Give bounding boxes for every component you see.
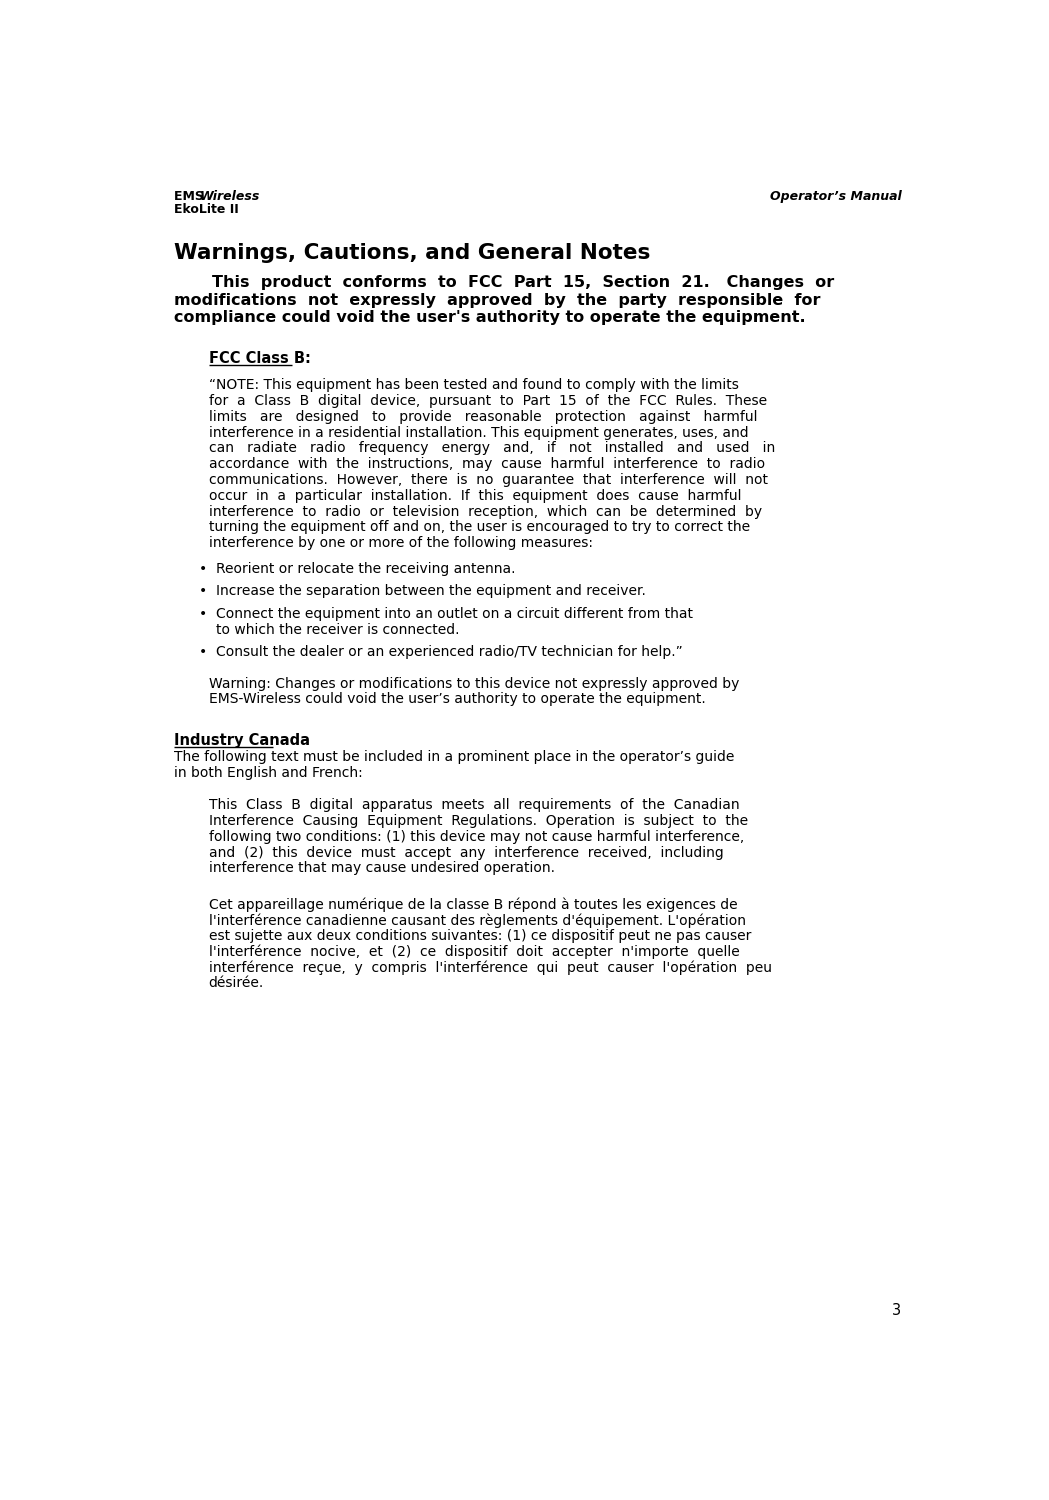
Text: Reorient or relocate the receiving antenna.: Reorient or relocate the receiving anten… — [216, 562, 516, 576]
Text: accordance  with  the  instructions,  may  cause  harmful  interference  to  rad: accordance with the instructions, may ca… — [209, 458, 765, 471]
Text: Interference  Causing  Equipment  Regulations.  Operation  is  subject  to  the: Interference Causing Equipment Regulatio… — [209, 815, 748, 828]
Text: Warnings, Cautions, and General Notes: Warnings, Cautions, and General Notes — [174, 243, 650, 262]
Text: FCC Class B:: FCC Class B: — [209, 351, 311, 366]
Text: 3: 3 — [893, 1304, 901, 1318]
Text: Wireless: Wireless — [199, 190, 260, 202]
Text: •: • — [199, 585, 208, 598]
Text: Operator’s Manual: Operator’s Manual — [770, 190, 901, 202]
Text: EMS: EMS — [174, 190, 208, 202]
Text: interference by one or more of the following measures:: interference by one or more of the follo… — [209, 536, 593, 550]
Text: limits   are   designed   to   provide   reasonable   protection   against   har: limits are designed to provide reasonabl… — [209, 410, 757, 424]
Text: désirée.: désirée. — [209, 976, 264, 990]
Text: Warning: Changes or modifications to this device not expressly approved by: Warning: Changes or modifications to thi… — [209, 676, 738, 690]
Text: interference that may cause undesired operation.: interference that may cause undesired op… — [209, 861, 555, 876]
Text: Increase the separation between the equipment and receiver.: Increase the separation between the equi… — [216, 585, 646, 598]
Text: Industry Canada: Industry Canada — [174, 734, 309, 748]
Text: occur  in  a  particular  installation.  If  this  equipment  does  cause  harmf: occur in a particular installation. If t… — [209, 489, 742, 502]
Text: •: • — [199, 606, 208, 621]
Text: interference  to  radio  or  television  reception,  which  can  be  determined : interference to radio or television rece… — [209, 504, 762, 519]
Text: modifications  not  expressly  approved  by  the  party  responsible  for: modifications not expressly approved by … — [174, 292, 820, 308]
Text: Cet appareillage numérique de la classe B répond à toutes les exigences de: Cet appareillage numérique de la classe … — [209, 897, 737, 912]
Text: •: • — [199, 562, 208, 576]
Text: can   radiate   radio   frequency   energy   and,   if   not   installed   and  : can radiate radio frequency energy and, … — [209, 441, 775, 456]
Text: l'interférence canadienne causant des règlements d'équipement. L'opération: l'interférence canadienne causant des rè… — [209, 914, 746, 927]
Text: compliance could void the user's authority to operate the equipment.: compliance could void the user's authori… — [174, 310, 806, 326]
Text: interference in a residential installation. This equipment generates, uses, and: interference in a residential installati… — [209, 426, 748, 439]
Text: in both English and French:: in both English and French: — [174, 765, 363, 780]
Text: communications.  However,  there  is  no  guarantee  that  interference  will  n: communications. However, there is no gua… — [209, 472, 768, 488]
Text: Consult the dealer or an experienced radio/TV technician for help.”: Consult the dealer or an experienced rad… — [216, 645, 683, 658]
Text: interférence  reçue,  y  compris  l'interférence  qui  peut  causer  l'opération: interférence reçue, y compris l'interfér… — [209, 960, 772, 975]
Text: This  product  conforms  to  FCC  Part  15,  Section  21.   Changes  or: This product conforms to FCC Part 15, Se… — [213, 276, 835, 291]
Text: turning the equipment off and on, the user is encouraged to try to correct the: turning the equipment off and on, the us… — [209, 520, 750, 534]
Text: EMS-Wireless could void the user’s authority to operate the equipment.: EMS-Wireless could void the user’s autho… — [209, 693, 705, 706]
Text: following two conditions: (1) this device may not cause harmful interference,: following two conditions: (1) this devic… — [209, 830, 744, 844]
Text: •: • — [199, 645, 208, 658]
Text: and  (2)  this  device  must  accept  any  interference  received,  including: and (2) this device must accept any inte… — [209, 846, 724, 859]
Text: for  a  Class  B  digital  device,  pursuant  to  Part  15  of  the  FCC  Rules.: for a Class B digital device, pursuant t… — [209, 394, 767, 408]
Text: The following text must be included in a prominent place in the operator’s guide: The following text must be included in a… — [174, 750, 734, 764]
Text: l'interférence  nocive,  et  (2)  ce  dispositif  doit  accepter  n'importe  que: l'interférence nocive, et (2) ce disposi… — [209, 945, 740, 958]
Text: est sujette aux deux conditions suivantes: (1) ce dispositif peut ne pas causer: est sujette aux deux conditions suivante… — [209, 928, 751, 944]
Text: “NOTE: This equipment has been tested and found to comply with the limits: “NOTE: This equipment has been tested an… — [209, 378, 738, 393]
Text: This  Class  B  digital  apparatus  meets  all  requirements  of  the  Canadian: This Class B digital apparatus meets all… — [209, 798, 740, 813]
Text: EkoLite II: EkoLite II — [174, 204, 238, 216]
Text: Connect the equipment into an outlet on a circuit different from that: Connect the equipment into an outlet on … — [216, 606, 693, 621]
Text: to which the receiver is connected.: to which the receiver is connected. — [216, 622, 459, 638]
